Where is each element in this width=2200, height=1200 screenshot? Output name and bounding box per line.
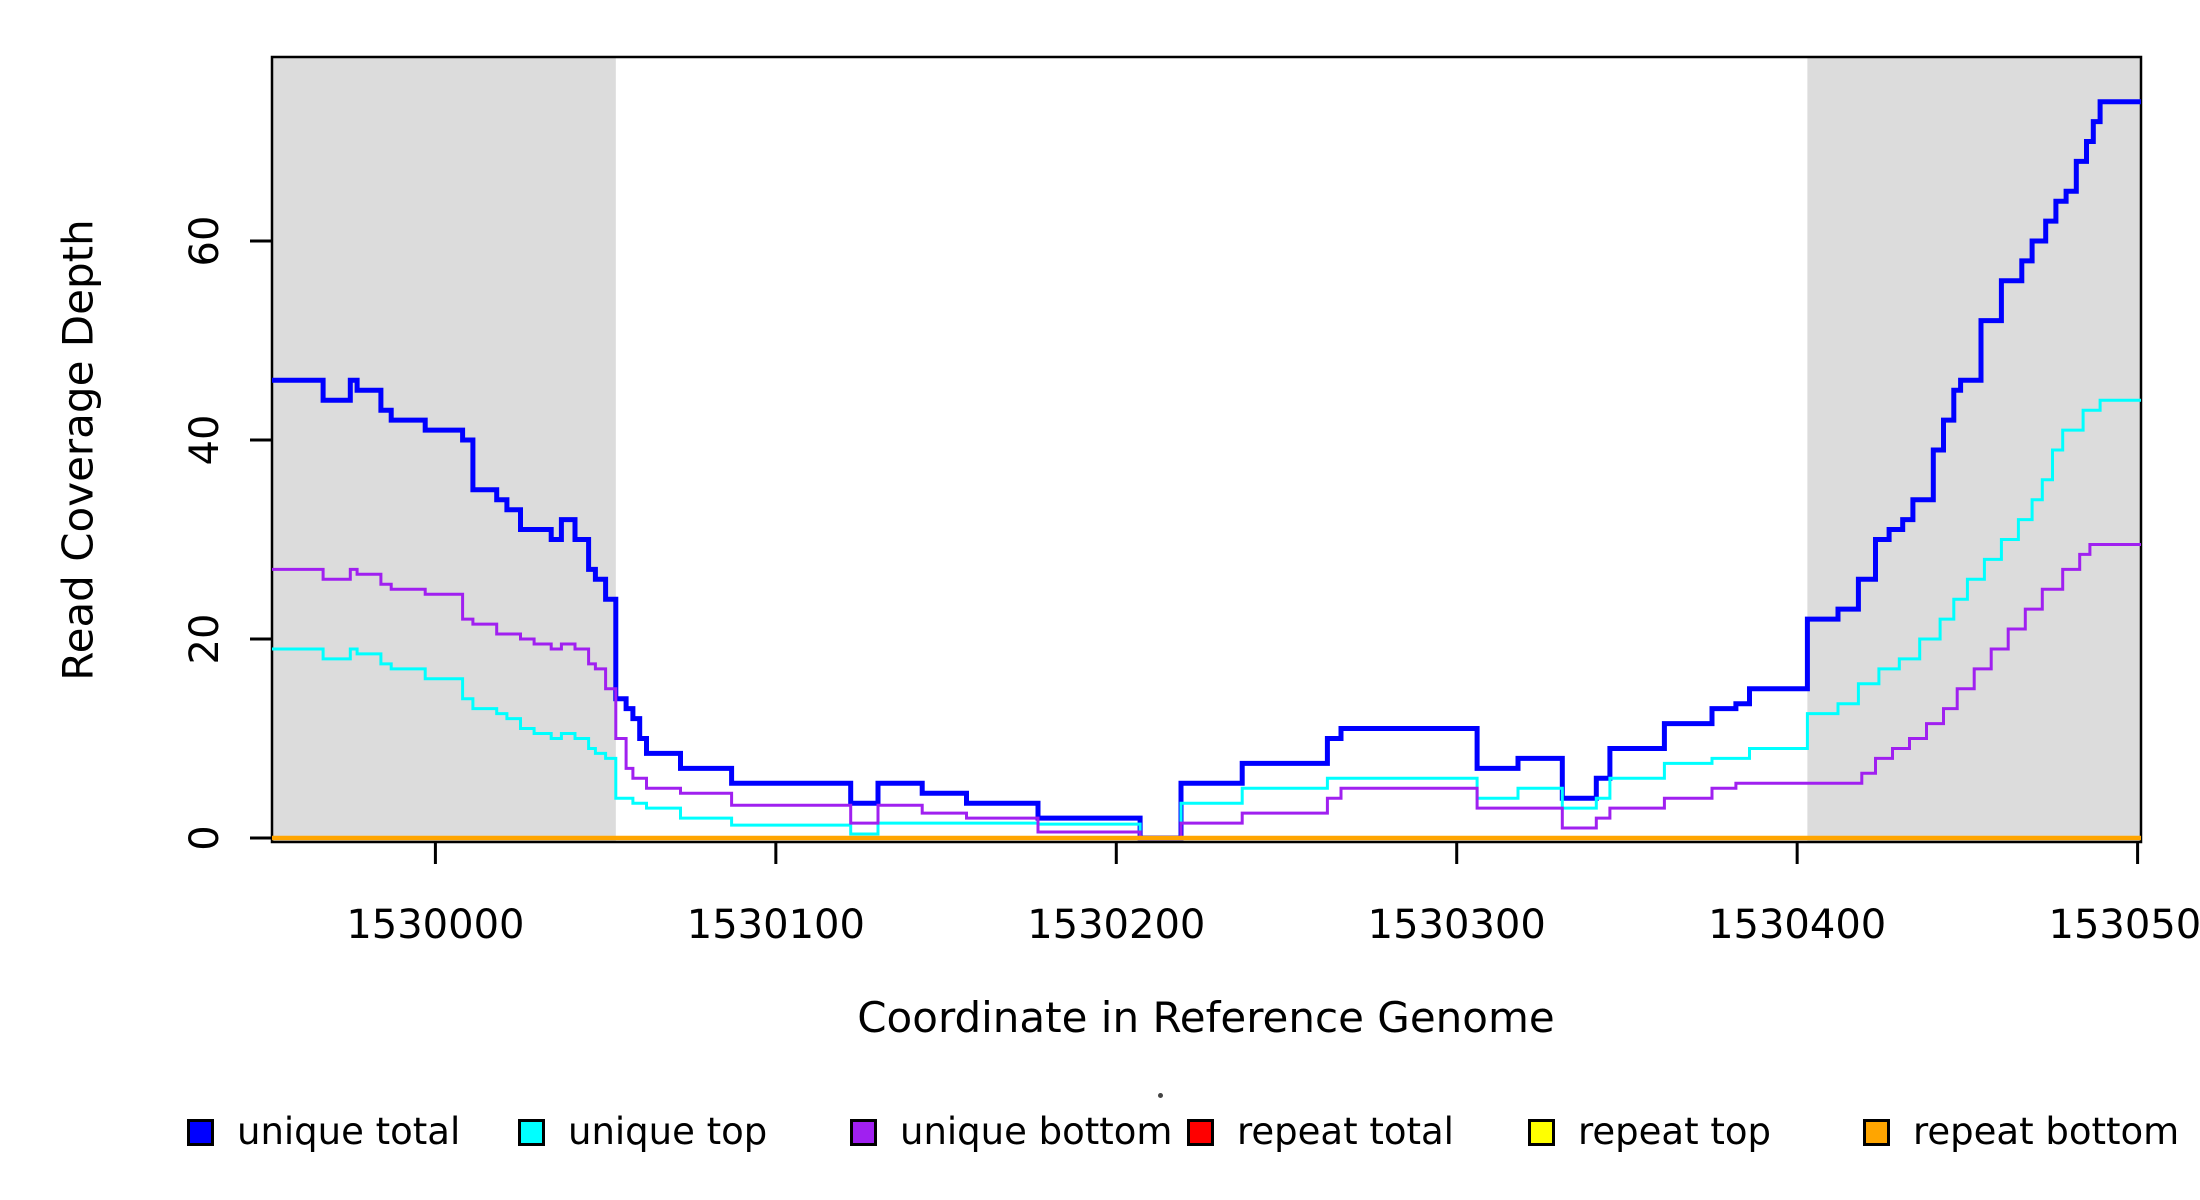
legend-item-repeat-top: repeat top (1528, 1110, 1771, 1154)
repeat-top-swatch-icon (1528, 1118, 1555, 1146)
x-tick-label: 1530100 (687, 902, 865, 948)
legend-item-repeat-total: repeat total (1187, 1110, 1454, 1154)
plot-area-border (270, 55, 2143, 844)
legend-item-unique-total: unique total (187, 1110, 460, 1154)
legend-label: repeat bottom (1913, 1110, 2180, 1153)
unique-top-swatch-icon (518, 1118, 545, 1146)
stray-dot-artifact (1158, 1093, 1163, 1098)
legend-label: unique total (237, 1110, 461, 1153)
legend-label: unique top (568, 1110, 768, 1153)
x-tick-label: 1530200 (1027, 902, 1205, 948)
legend-item-unique-bottom: unique bottom (850, 1110, 1172, 1154)
x-tick-label: 1530300 (1368, 902, 1546, 948)
repeat-total-swatch-icon (1187, 1118, 1214, 1146)
y-tick-label: 20 (182, 614, 228, 665)
legend-item-unique-top: unique top (518, 1110, 767, 1154)
legend-label: unique bottom (900, 1110, 1173, 1153)
series-line-unique-total (272, 99, 2141, 841)
x-tick-label: 1530000 (346, 902, 524, 948)
legend-label: repeat top (1578, 1110, 1771, 1153)
unique-total-swatch-icon (187, 1118, 214, 1146)
repeat-bottom-swatch-icon (1863, 1118, 1890, 1146)
y-axis-title: Read Coverage Depth (53, 219, 103, 681)
y-tick-label: 0 (182, 825, 228, 850)
shaded-region (272, 57, 616, 842)
series-line-unique-bottom (272, 543, 2141, 840)
x-axis-title: Coordinate in Reference Genome (857, 993, 1555, 1042)
unique-bottom-swatch-icon (850, 1118, 877, 1146)
series-line-unique-top (272, 398, 2141, 840)
legend-label: repeat total (1237, 1110, 1454, 1153)
y-tick-label: 40 (182, 415, 228, 466)
x-tick-label: 1530400 (1708, 902, 1886, 948)
legend-item-repeat-bottom: repeat bottom (1863, 1110, 2179, 1154)
y-tick-label: 60 (182, 216, 228, 267)
shaded-region (1807, 57, 2141, 842)
